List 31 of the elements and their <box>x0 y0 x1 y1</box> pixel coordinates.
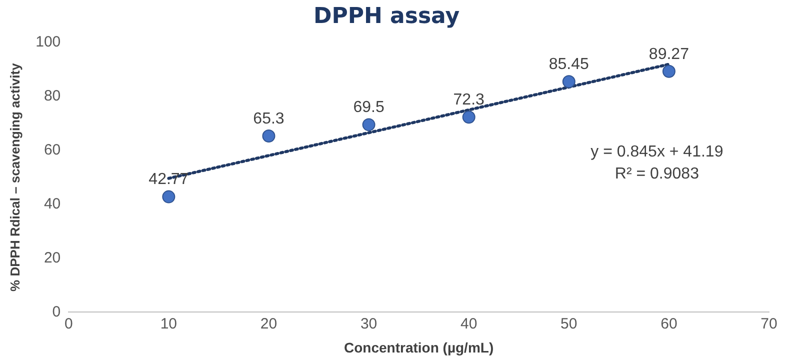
x-tick-label: 40 <box>460 315 478 332</box>
data-label: 85.45 <box>548 56 590 74</box>
x-tick-label: 0 <box>64 315 73 332</box>
x-tick-label: 70 <box>760 315 778 332</box>
annotation: R² = 0.9083 <box>614 165 700 182</box>
data-label: 72.3 <box>453 92 485 109</box>
point <box>262 130 276 143</box>
point <box>562 75 576 88</box>
x-tick-label: 10 <box>160 315 178 332</box>
x-tick-label: 20 <box>260 315 278 332</box>
point <box>662 64 676 78</box>
y-tick-label: 60 <box>44 141 61 158</box>
y-tick-label: 40 <box>44 195 61 212</box>
point <box>362 118 376 132</box>
y-tick-label: 0 <box>52 303 61 320</box>
data-label: 42.77 <box>148 171 189 188</box>
point <box>462 110 476 124</box>
x-axis-title: Concentration (µg/mL) <box>344 339 494 356</box>
x-tick-label: 60 <box>660 315 678 332</box>
x-tick-label: 30 <box>360 315 378 332</box>
y-axis-title: % DPPH Rdical – scavenging activity <box>7 62 22 292</box>
data-label: 69.5 <box>353 99 384 116</box>
point <box>162 190 176 204</box>
y-tick-label: 20 <box>44 249 61 266</box>
data-label: 89.27 <box>648 46 690 63</box>
x-tick-label: 50 <box>560 315 578 332</box>
data-label: 65.3 <box>253 110 284 128</box>
annotation: y = 0.845x + 41.19 <box>590 143 724 160</box>
chart-title: DPPH assay <box>313 4 460 29</box>
y-tick-label: 100 <box>36 34 61 51</box>
y-tick-label: 80 <box>44 88 61 104</box>
